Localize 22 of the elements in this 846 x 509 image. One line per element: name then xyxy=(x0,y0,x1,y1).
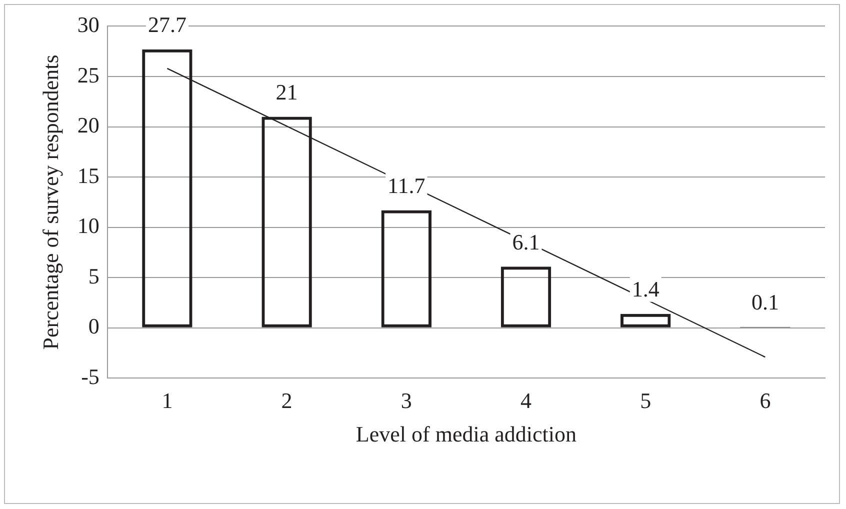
y-tick-label: 20 xyxy=(77,112,100,138)
data-label: 1.4 xyxy=(632,276,660,302)
data-label: 27.7 xyxy=(148,12,186,38)
y-axis-title: Percentage of survey respondents xyxy=(38,54,63,350)
data-label: 0.1 xyxy=(751,290,779,315)
x-axis-title: Level of media addiction xyxy=(356,422,576,447)
data-label: 11.7 xyxy=(388,173,426,198)
x-tick-label: 3 xyxy=(400,388,412,414)
y-tick-label: -5 xyxy=(81,364,100,389)
y-tick-label: 5 xyxy=(88,263,100,288)
x-tick-label: 6 xyxy=(760,388,771,414)
data-label: 21 xyxy=(276,79,298,104)
data-label: 6.1 xyxy=(512,229,540,254)
x-tick-label: 4 xyxy=(520,388,532,414)
y-tick-label: 0 xyxy=(88,314,100,339)
x-tick-label: 1 xyxy=(162,388,173,414)
y-tick-label: 25 xyxy=(77,62,100,88)
y-tick-label: 10 xyxy=(77,213,100,238)
y-tick-label: 15 xyxy=(77,162,100,188)
y-tick-label: 30 xyxy=(77,12,100,37)
x-tick-label: 5 xyxy=(640,388,652,414)
x-tick-label: 2 xyxy=(281,388,292,414)
